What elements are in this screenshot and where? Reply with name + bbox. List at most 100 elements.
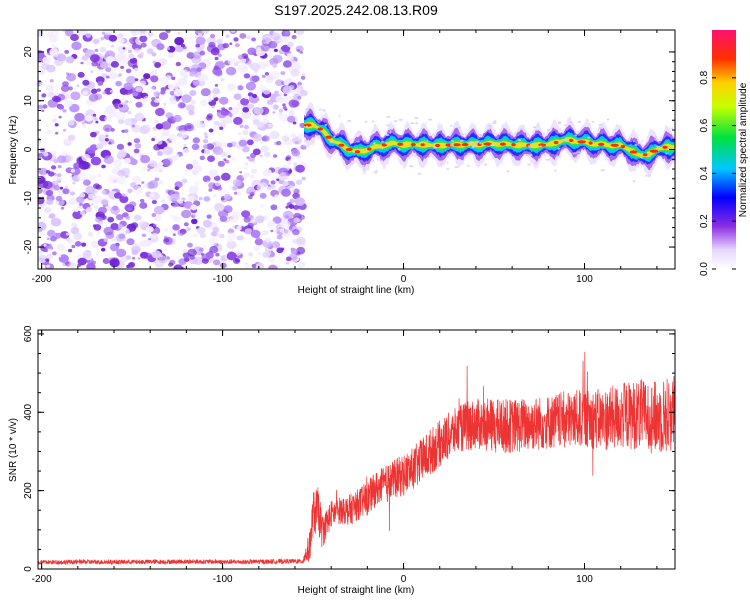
- ridge-speckle: [433, 146, 438, 149]
- ridge-speckle: [324, 123, 328, 126]
- noise-blob: [132, 185, 143, 195]
- noise-blob: [56, 53, 67, 62]
- noise-blob: [250, 168, 258, 174]
- noise-blob: [70, 168, 76, 173]
- noise-blob: [151, 213, 157, 217]
- ridge-speckle: [483, 163, 488, 166]
- noise-blob: [183, 148, 190, 153]
- noise-blob: [244, 262, 248, 265]
- noise-blob: [289, 198, 296, 204]
- noise-blob: [112, 179, 118, 184]
- noise-blob: [208, 182, 217, 190]
- noise-blob: [293, 162, 298, 166]
- ridge-speckle: [528, 154, 533, 156]
- noise-blob: [247, 47, 257, 56]
- noise-blob: [92, 113, 97, 117]
- noise-blob: [168, 262, 174, 267]
- noise-blob: [282, 85, 293, 95]
- noise-blob: [295, 179, 303, 185]
- ridge-speckle: [577, 121, 582, 123]
- colorbar: 0.0 0.2 0.4 0.6 0.8 Normalized spectral ampl…: [699, 30, 749, 276]
- ridge-speckle: [527, 145, 532, 148]
- noise-blob: [39, 147, 46, 153]
- noise-blob: [64, 100, 73, 108]
- noise-blob: [300, 75, 306, 80]
- noise-blob: [116, 33, 124, 39]
- noise-blob: [208, 188, 213, 192]
- ridge-speckle: [645, 174, 648, 177]
- noise-blob: [225, 34, 230, 39]
- noise-blob: [275, 79, 284, 87]
- noise-blob: [122, 47, 126, 50]
- noise-blob: [172, 224, 180, 231]
- noise-blob: [261, 74, 266, 79]
- noise-blob: [272, 111, 276, 114]
- noise-blob: [117, 74, 121, 78]
- noise-blob: [141, 233, 147, 237]
- noise-blob: [62, 128, 67, 132]
- noise-blob: [101, 199, 109, 206]
- noise-blob: [119, 52, 127, 59]
- noise-blob: [217, 186, 223, 191]
- noise-blob: [292, 228, 300, 236]
- ridge-speckle: [459, 133, 464, 136]
- noise-blob: [283, 210, 294, 220]
- noise-blob: [269, 183, 273, 187]
- noise-blob: [134, 78, 139, 82]
- noise-blob: [80, 61, 84, 65]
- noise-blob: [227, 142, 233, 148]
- noise-blob: [85, 33, 92, 38]
- noise-blob: [259, 154, 263, 158]
- noise-blob: [188, 185, 199, 194]
- noise-blob: [55, 195, 63, 202]
- noise-blob: [183, 222, 189, 227]
- noise-blob: [126, 75, 137, 85]
- ridge-speckle: [414, 116, 419, 119]
- noise-blob: [101, 73, 108, 78]
- ridge-speckle: [398, 118, 403, 121]
- ridge-speckle: [576, 151, 580, 153]
- noise-blob: [260, 43, 271, 52]
- noise-blob: [90, 54, 100, 63]
- noise-blob: [47, 91, 55, 98]
- noise-blob: [243, 167, 248, 170]
- noise-blob: [257, 258, 260, 261]
- noise-blob: [166, 46, 171, 51]
- noise-blob: [117, 170, 126, 177]
- noise-blob: [170, 193, 180, 202]
- ridge-peak: [620, 144, 626, 149]
- noise-blob: [79, 210, 86, 216]
- noise-blob: [85, 60, 92, 66]
- noise-blob: [295, 164, 306, 173]
- noise-blob: [239, 33, 247, 39]
- noise-blob: [61, 150, 68, 157]
- noise-blob: [191, 143, 200, 150]
- spectrogram-ridge: [303, 101, 675, 183]
- chart-title: S197.2025.242.08.13.R09: [274, 2, 438, 18]
- ridge-speckle: [527, 163, 531, 166]
- noise-blob: [286, 115, 296, 123]
- noise-blob: [232, 186, 238, 191]
- noise-blob: [68, 248, 73, 253]
- noise-blob: [210, 47, 220, 56]
- ridge-speckle: [386, 124, 391, 127]
- noise-blob: [97, 174, 102, 178]
- ridge-speckle: [364, 120, 368, 123]
- noise-blob: [183, 257, 190, 262]
- noise-blob: [262, 251, 271, 258]
- noise-blob: [253, 245, 260, 251]
- noise-blob: [193, 256, 204, 265]
- noise-blob: [46, 237, 50, 240]
- noise-blob: [128, 49, 132, 54]
- noise-blob: [187, 242, 193, 248]
- noise-blob: [49, 48, 59, 56]
- ridge-speckle: [556, 155, 559, 157]
- noise-blob: [147, 31, 154, 37]
- ridge-speckle: [557, 147, 561, 150]
- noise-blob: [205, 251, 214, 259]
- noise-blob: [207, 155, 215, 162]
- noise-blob: [293, 204, 300, 210]
- noise-blob: [238, 235, 245, 241]
- noise-blob: [228, 107, 233, 111]
- ridge-speckle: [506, 170, 510, 173]
